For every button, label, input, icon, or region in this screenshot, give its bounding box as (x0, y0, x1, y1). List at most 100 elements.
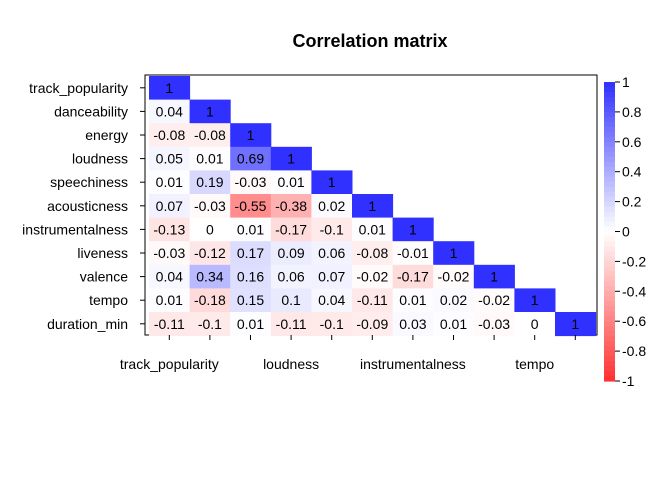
cell-value-label: 0.01 (359, 221, 386, 237)
heatmap-cell (230, 194, 272, 219)
color-legend-swatch (604, 346, 615, 352)
cell-value-label: -0.17 (397, 269, 429, 285)
color-legend-swatch (604, 96, 615, 103)
color-legend-swatch (604, 221, 615, 228)
color-legend-label: -0.8 (622, 343, 646, 359)
heatmap-cell (149, 217, 191, 242)
color-legend-swatch (604, 341, 615, 347)
heatmap-cell (433, 312, 475, 337)
color-legend-swatch (604, 82, 615, 88)
color-legend-swatch (604, 116, 615, 123)
color-legend-swatch (604, 106, 615, 113)
heatmap-cell (270, 312, 312, 337)
color-legend-swatch (604, 256, 615, 262)
cell-value-label: 0.15 (237, 292, 264, 308)
cell-value-label: -0.09 (356, 316, 388, 332)
heatmap-cell (189, 312, 231, 337)
cell-value-label: -0.55 (235, 198, 267, 214)
x-axis-label: track_popularity (120, 356, 219, 372)
color-legend-swatch (604, 91, 615, 98)
color-legend-swatch (604, 351, 615, 357)
cell-value-label: 1 (409, 221, 417, 237)
heatmap-cell (230, 170, 272, 195)
y-axis-label: speechiness (50, 174, 128, 190)
heatmap-cell (352, 194, 394, 219)
color-legend-swatch (604, 241, 615, 248)
color-legend-swatch (604, 131, 615, 138)
color-legend-swatch (604, 336, 615, 342)
cell-value-label: -0.01 (397, 245, 429, 261)
cell-value-label: -0.08 (356, 245, 388, 261)
heatmap-cell (473, 312, 515, 337)
x-axis-label: tempo (515, 356, 554, 372)
heatmap-cell (392, 264, 434, 289)
color-legend-swatch (604, 211, 615, 218)
color-legend-swatch (604, 156, 615, 163)
heatmap-cell (311, 217, 353, 242)
cell-value-label: 0.01 (440, 316, 467, 332)
cell-value-label: 0 (531, 316, 539, 332)
heatmap-cell (149, 76, 191, 101)
color-legend-swatch (604, 196, 615, 203)
color-legend-swatch (604, 176, 615, 183)
color-legend-swatch (604, 146, 615, 153)
color-legend-label: -0.2 (622, 253, 646, 269)
color-legend-swatch (604, 306, 615, 312)
color-legend-swatch (604, 266, 615, 272)
heatmap-cell (230, 312, 272, 337)
cell-value-label: -0.11 (154, 316, 185, 332)
color-legend-swatch (604, 151, 615, 158)
heatmap-cell (433, 288, 475, 313)
cell-value-label: -0.11 (276, 316, 307, 332)
y-axis-label: liveness (77, 245, 128, 261)
y-axis-label: energy (85, 127, 128, 143)
cell-value-label: -0.08 (194, 127, 226, 143)
heatmap-cell (311, 194, 353, 219)
cell-value-label: -0.1 (198, 316, 222, 332)
y-axis-label: loudness (72, 151, 128, 167)
cell-value-label: 0.07 (156, 198, 183, 214)
cell-value-label: 1 (328, 174, 336, 190)
color-legend-swatch (604, 186, 615, 193)
color-legend-swatch (604, 291, 615, 297)
heatmap-cell (514, 312, 556, 337)
cell-value-label: 0.19 (196, 174, 223, 190)
heatmap-cell (149, 146, 191, 171)
color-legend-swatch (604, 161, 615, 168)
color-legend-swatch (604, 281, 615, 287)
heatmap-cell (149, 288, 191, 313)
color-legend-swatch (604, 226, 615, 233)
cell-value-label: -0.02 (478, 292, 510, 308)
color-legend-swatch (604, 141, 615, 148)
y-axis-label: duration_min (47, 316, 128, 332)
heatmap-cell (270, 288, 312, 313)
cell-value-label: 0.01 (399, 292, 426, 308)
heatmap-cell (270, 241, 312, 266)
color-legend-swatch (604, 261, 615, 267)
cell-value-label: 1 (450, 245, 458, 261)
heatmap-cell (311, 312, 353, 337)
x-axis-label: loudness (263, 356, 319, 372)
cell-value-label: 0.01 (196, 151, 223, 167)
cell-value-label: 0.04 (156, 103, 183, 119)
heatmap-cell (149, 123, 191, 148)
color-legend-swatch (604, 271, 615, 277)
y-axis-labels: track_popularity danceability energy loudne… (22, 80, 145, 332)
heatmap-cell (352, 312, 394, 337)
color-legend-label: 0.2 (622, 194, 642, 210)
cell-value-label: 0.01 (156, 292, 183, 308)
cell-value-label: 1 (287, 151, 295, 167)
heatmap-cell (514, 288, 556, 313)
heatmap-cell (352, 241, 394, 266)
cell-value-label: 1 (490, 269, 498, 285)
heatmap-cell (352, 217, 394, 242)
color-legend-swatch (604, 366, 615, 372)
color-legend-swatch (604, 136, 615, 143)
y-axis-label: valence (80, 269, 128, 285)
heatmap-cell (189, 241, 231, 266)
color-legend-swatch (604, 206, 615, 213)
cell-value-label: 0.16 (237, 269, 264, 285)
color-legend-swatch (604, 286, 615, 292)
color-legend-swatch (604, 201, 615, 208)
